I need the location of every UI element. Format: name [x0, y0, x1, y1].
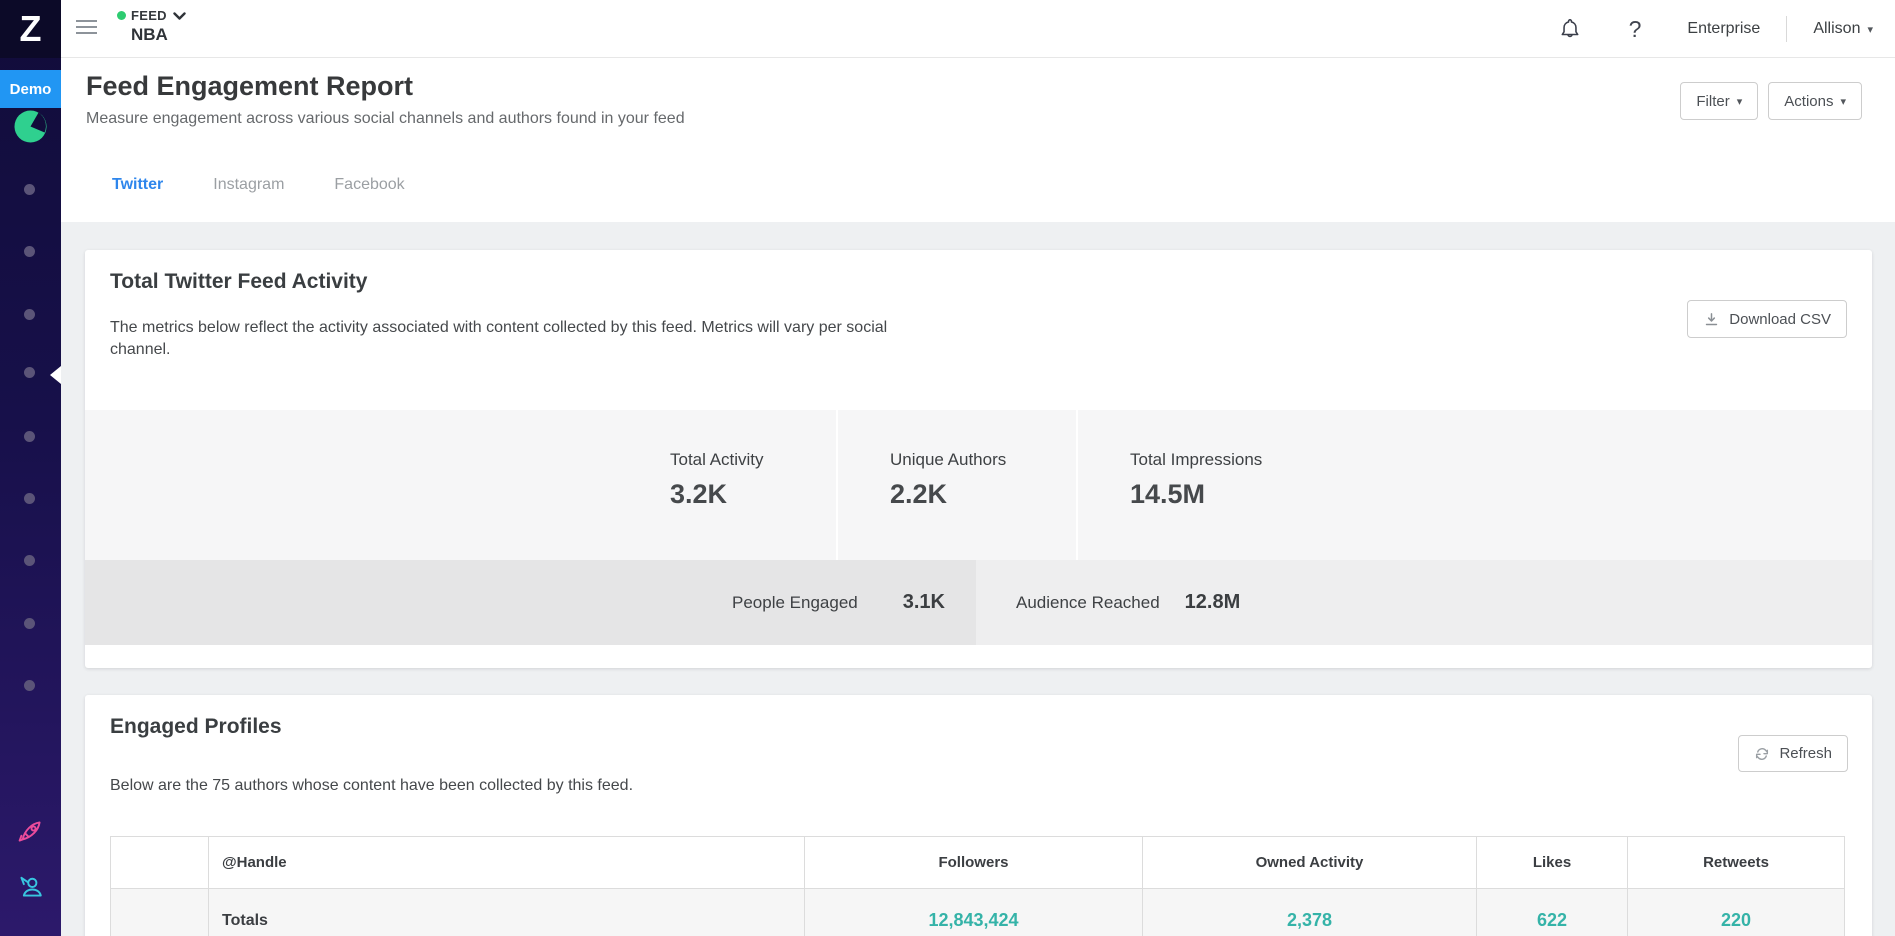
- sidebar-nav-dot-icon[interactable]: [24, 555, 35, 566]
- caret-down-icon: ▾: [1840, 95, 1846, 108]
- profiles-card-description: Below are the 75 authors whose content h…: [110, 777, 634, 794]
- caret-down-icon: ▾: [1867, 23, 1873, 36]
- support-agent-icon: [20, 876, 42, 897]
- metric-label: Unique Authors: [890, 450, 1007, 469]
- column-header-handle[interactable]: @Handle: [208, 836, 805, 889]
- metric-value: 3.2K: [670, 479, 728, 509]
- metric-value: 12.8M: [1184, 591, 1241, 613]
- sidebar-nav-dot-icon[interactable]: [24, 184, 35, 195]
- column-header-likes[interactable]: Likes: [1476, 836, 1628, 889]
- metric-value: 2.2K: [890, 479, 948, 509]
- metric-total-impressions: Total Impressions 14.5M: [1076, 410, 1506, 560]
- metric-total-activity: Total Activity 3.2K: [670, 410, 836, 560]
- download-csv-button[interactable]: Download CSV: [1687, 300, 1847, 338]
- column-header-retweets[interactable]: Retweets: [1627, 836, 1845, 889]
- metric-label: Total Impressions: [1130, 450, 1263, 469]
- chevron-down-icon: [173, 11, 186, 20]
- tab-twitter[interactable]: Twitter: [112, 176, 164, 193]
- engaged-profiles-card: Engaged Profiles Refresh Below are the 7…: [85, 695, 1872, 936]
- sidebar-nav-dot-icon[interactable]: [24, 309, 35, 320]
- sidebar-nav-dot-icon[interactable]: [24, 246, 35, 257]
- metric-label: Audience Reached: [1016, 592, 1160, 612]
- column-header-owned-activity[interactable]: Owned Activity: [1142, 836, 1477, 889]
- feed-selector-dropdown[interactable]: FEED NBA: [117, 8, 186, 45]
- notifications-button[interactable]: [1559, 17, 1581, 41]
- page-title: Feed Engagement Report: [86, 71, 414, 101]
- totals-followers: 12,843,424: [804, 888, 1143, 936]
- filter-button[interactable]: Filter ▾: [1680, 82, 1759, 120]
- tab-instagram[interactable]: Instagram: [213, 176, 285, 193]
- activity-card-title: Total Twitter Feed Activity: [110, 270, 368, 293]
- column-header-followers[interactable]: Followers: [804, 836, 1143, 889]
- totals-avatar-cell: [110, 888, 209, 936]
- feed-status-dot-icon: [117, 11, 126, 20]
- page-header: Feed Engagement Report Measure engagemen…: [61, 58, 1895, 222]
- hamburger-menu-icon[interactable]: [76, 20, 98, 36]
- pie-chart-icon: [14, 110, 47, 143]
- sidebar-item-support[interactable]: [16, 872, 45, 901]
- active-page-indicator: [50, 366, 61, 384]
- engaged-profiles-table: @Handle Followers Owned Activity Likes R…: [110, 836, 1845, 936]
- activity-card: Total Twitter Feed Activity Download CSV…: [85, 250, 1872, 668]
- brand-logo-letter: Z: [19, 8, 42, 49]
- tab-facebook[interactable]: Facebook: [334, 176, 405, 193]
- table-header-row: @Handle Followers Owned Activity Likes R…: [110, 836, 1845, 889]
- user-name: Allison: [1813, 20, 1861, 37]
- topbar-divider: [1786, 16, 1788, 42]
- totals-retweets: 220: [1627, 888, 1845, 936]
- user-menu[interactable]: Allison ▾: [1813, 20, 1873, 38]
- sidebar-nav-dot-icon[interactable]: [24, 367, 35, 378]
- sidebar-item-launch[interactable]: [16, 817, 45, 846]
- secondary-metrics-band: People Engaged 3.1K Audience Reached 12.…: [85, 560, 1872, 645]
- brand-logo[interactable]: Z: [0, 0, 61, 58]
- sidebar-nav-dot-icon[interactable]: [24, 493, 35, 504]
- sidebar: Z Demo: [0, 0, 61, 936]
- totals-row: Totals 12,843,424 2,378 622 220: [110, 888, 1845, 936]
- demo-badge-label: Demo: [9, 80, 52, 98]
- main-content: Feed Engagement Report Measure engagemen…: [61, 58, 1895, 936]
- rocket-icon: [18, 821, 41, 842]
- metric-label: Total Activity: [670, 450, 764, 469]
- feed-name: NBA: [131, 25, 168, 44]
- sidebar-nav-dot-icon[interactable]: [24, 431, 35, 442]
- metric-value: 3.1K: [902, 591, 945, 613]
- primary-metrics-band: Total Activity 3.2K Unique Authors 2.2K …: [85, 410, 1872, 560]
- actions-button[interactable]: Actions ▾: [1768, 82, 1862, 120]
- channel-tabs: Twitter Instagram Facebook: [112, 176, 455, 194]
- totals-owned-activity: 2,378: [1142, 888, 1477, 936]
- profiles-card-title: Engaged Profiles: [110, 715, 282, 738]
- demo-badge[interactable]: Demo: [0, 70, 61, 108]
- activity-card-description: The metrics below reflect the activity a…: [110, 319, 888, 358]
- sidebar-nav-dot-icon[interactable]: [24, 680, 35, 691]
- metric-value: 14.5M: [1130, 479, 1206, 509]
- caret-down-icon: ▾: [1736, 95, 1743, 108]
- refresh-button[interactable]: Refresh: [1738, 735, 1848, 772]
- topbar: FEED NBA ? Enterprise Allison ▾: [61, 0, 1895, 58]
- sidebar-item-analytics[interactable]: [14, 110, 47, 143]
- metric-people-engaged: People Engaged 3.1K: [85, 560, 976, 645]
- page-subtitle: Measure engagement across various social…: [86, 110, 685, 127]
- bell-icon: [1561, 19, 1579, 38]
- metric-audience-reached: Audience Reached 12.8M: [976, 560, 1872, 645]
- totals-likes: 622: [1476, 888, 1628, 936]
- metric-unique-authors: Unique Authors 2.2K: [836, 410, 1076, 560]
- feed-type-label: FEED: [131, 8, 167, 23]
- metric-label: People Engaged: [732, 592, 858, 612]
- help-icon[interactable]: ?: [1628, 15, 1642, 42]
- download-icon: [1706, 312, 1718, 325]
- refresh-icon: [1756, 747, 1769, 760]
- plan-label[interactable]: Enterprise: [1687, 20, 1761, 37]
- avatar-column-header: [110, 836, 209, 889]
- totals-label: Totals: [208, 888, 805, 936]
- sidebar-nav-dot-icon[interactable]: [24, 618, 35, 629]
